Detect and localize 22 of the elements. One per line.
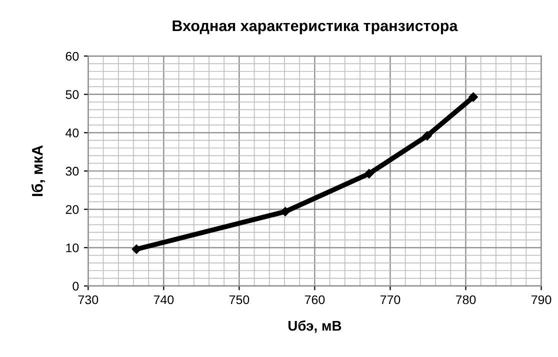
point [422, 131, 432, 140]
point [468, 92, 478, 102]
point [364, 169, 374, 178]
chart-title: Входная характеристика транзистора [172, 20, 458, 34]
point [280, 206, 290, 216]
x-tick-label: 760 [304, 295, 325, 304]
x-tick-label: 790 [531, 295, 552, 304]
y-tick-label: 30 [66, 166, 79, 176]
x-tick-label: 730 [78, 295, 98, 304]
point [132, 244, 142, 254]
x-axis-title: Uбэ, мВ [288, 320, 342, 333]
x-tick-label: 780 [456, 295, 476, 304]
x-tick-label: 770 [380, 295, 400, 304]
y-tick-label: 0 [72, 282, 79, 291]
y-tick-label: 60 [66, 52, 79, 61]
x-tick-label: 740 [154, 295, 174, 304]
y-tick-label: 50 [66, 90, 79, 100]
y-tick-label: 10 [66, 243, 79, 252]
y-tick-label: 40 [66, 128, 79, 138]
y-tick-label: 20 [66, 205, 79, 214]
y-axis-title: Iб, мкА [31, 145, 45, 196]
x-tick-label: 750 [229, 295, 250, 304]
